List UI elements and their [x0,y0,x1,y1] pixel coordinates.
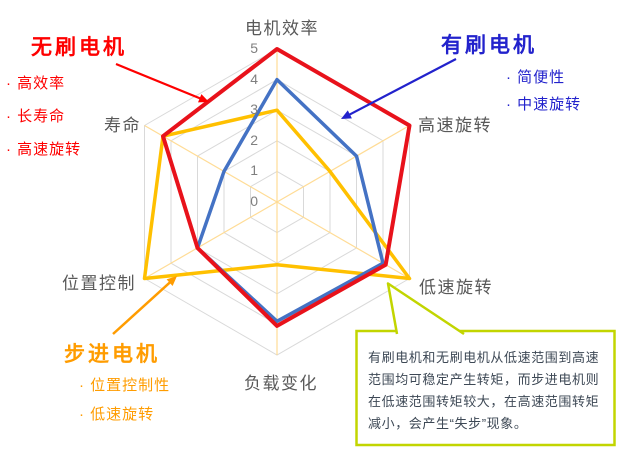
annotation-arrows [112,58,457,335]
callout-text-line: 减小，会产生“失步”现象。 [368,416,528,431]
axis-tick-label: 0 [250,193,258,209]
callout-text-line: 有刷电机和无刷电机从低速范围到高速 [368,350,600,365]
brushless-arrowhead [198,94,209,103]
brushless-bullet: · 长寿命 [6,108,66,125]
brushed-bullet: · 中速旋转 [506,96,582,113]
axis-label-motor-efficiency: 电机效率 [245,19,319,38]
callout-text-line: 范围均可稳定产生转矩，而步进电机则 [368,372,600,387]
axis-tick-label: 1 [250,162,258,178]
brushed-title: 有刷电机 [441,34,537,57]
stepper-bullet: · 位置控制性 [79,377,171,394]
callout-box [355,329,616,447]
axis-tick-label: 5 [250,40,258,56]
stepper-arrowhead [166,276,177,286]
series-polygon-有刷电机 [195,77,385,324]
callout-text-line: 在低速范围转矩较大，在高速范围转矩 [368,394,600,409]
brushed-bullet: · 简便性 [506,69,566,86]
brushed-arrowhead [341,110,352,119]
brushless-bullet: · 高效率 [6,75,66,92]
grid-spoke [144,201,278,280]
radar-series [142,47,412,328]
axis-label-low-speed-rotation: 低速旋转 [419,278,493,297]
brushless-title: 无刷电机 [31,36,127,59]
axis-tick-label: 3 [250,101,258,117]
grid-spoke [276,124,410,203]
axis-tick-label: 2 [250,132,258,148]
brushed-arrow-line [346,58,457,117]
grid-spoke [276,201,410,280]
stepper-bullet: · 低速旋转 [79,406,155,423]
series-polygon-无刷电机 [161,47,412,328]
brushless-arrow-line [115,62,203,101]
callout-shape [355,282,616,447]
grid-spoke [144,124,278,203]
brushless-bullet: · 高速旋转 [6,141,82,158]
axis-label-load-variation: 负载变化 [244,374,318,393]
axis-label-high-speed-rotation: 高速旋转 [418,116,492,135]
axis-tick-label: 4 [250,71,258,87]
callout-tail [386,282,465,336]
axis-label-position-control: 位置控制 [62,274,136,293]
stepper-arrow-line [112,279,173,335]
stepper-title: 步进电机 [64,343,160,366]
axis-label-lifespan: 寿命 [104,116,141,135]
